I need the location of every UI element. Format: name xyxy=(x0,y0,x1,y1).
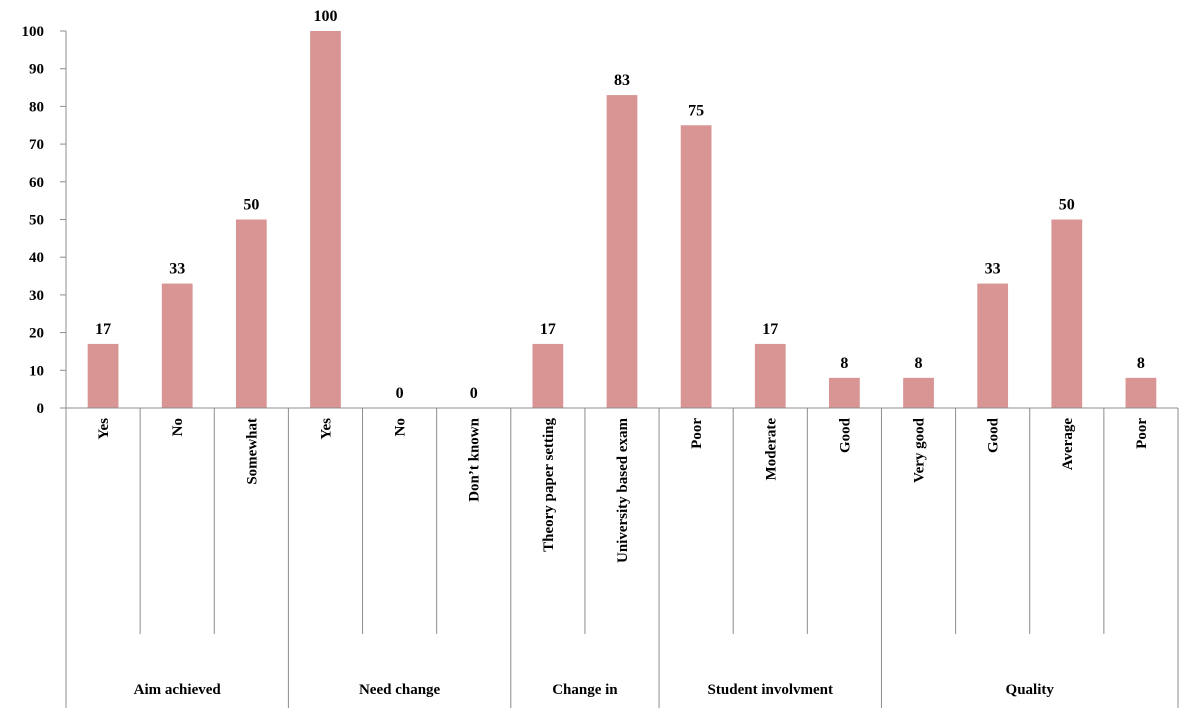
bar xyxy=(161,283,193,408)
category-label: University based exam xyxy=(615,418,631,563)
data-label: 33 xyxy=(985,261,1001,278)
category-label: Don’t known xyxy=(467,417,483,501)
data-label: 50 xyxy=(1059,197,1075,214)
data-label: 0 xyxy=(396,385,404,402)
data-label: 0 xyxy=(470,385,478,402)
bar xyxy=(829,377,860,408)
y-tick-label: 60 xyxy=(29,175,44,191)
data-label: 17 xyxy=(540,321,556,338)
bars xyxy=(87,31,1157,408)
group-label: Need change xyxy=(359,682,441,698)
data-label: 8 xyxy=(915,355,923,372)
category-label: Theory paper setting xyxy=(541,418,557,552)
group-label: Aim achieved xyxy=(134,682,222,698)
data-label: 33 xyxy=(169,261,185,278)
y-tick-label: 50 xyxy=(29,213,44,229)
data-label: 100 xyxy=(313,8,337,25)
category-label: Good xyxy=(986,417,1002,453)
bar xyxy=(606,95,638,408)
y-tick-label: 30 xyxy=(29,288,44,304)
bar xyxy=(310,31,341,408)
bar xyxy=(532,343,564,408)
bar xyxy=(977,283,1009,408)
data-label: 17 xyxy=(95,321,111,338)
bar xyxy=(235,219,267,408)
category-label: Poor xyxy=(689,418,705,449)
y-tick-label: 40 xyxy=(29,250,44,266)
category-label: Yes xyxy=(318,418,334,440)
data-label: 50 xyxy=(243,197,259,214)
bar xyxy=(1051,219,1083,408)
category-label: Poor xyxy=(1134,418,1150,449)
y-tick-label: 90 xyxy=(29,62,44,78)
y-axis: 0 10 20 30 40 50 60 70 80 90 100 xyxy=(22,24,67,417)
category-label: Average xyxy=(1060,418,1076,471)
y-tick-label: 80 xyxy=(29,99,44,115)
y-tick-label: 0 xyxy=(37,401,45,417)
category-label: No xyxy=(393,418,409,436)
group-label: Student involvment xyxy=(708,682,833,698)
y-tick-label: 20 xyxy=(29,326,44,342)
category-label: Moderate xyxy=(763,418,779,481)
y-tick-label: 70 xyxy=(29,137,44,153)
bar xyxy=(87,343,119,408)
bar xyxy=(903,377,934,408)
category-label: Very good xyxy=(912,417,928,483)
y-tick-label: 100 xyxy=(22,24,45,40)
bar xyxy=(680,125,712,408)
y-tick-label: 10 xyxy=(29,363,44,379)
category-label: Somewhat xyxy=(244,418,260,485)
bar xyxy=(754,343,786,408)
category-label: No xyxy=(170,418,186,436)
bar xyxy=(1125,377,1157,408)
group-label: Quality xyxy=(1006,682,1055,698)
x-axis: Yes No Somewhat Yes No Don’t known Theory pape… xyxy=(65,407,1179,708)
group-label: Change in xyxy=(552,682,618,698)
data-label: 75 xyxy=(688,102,704,119)
category-label: Yes xyxy=(96,418,112,440)
data-label: 8 xyxy=(1137,355,1145,372)
data-labels: 17 33 50 100 0 0 17 83 75 17 8 8 33 50 8 xyxy=(95,8,1145,402)
data-label: 83 xyxy=(614,72,630,89)
data-label: 17 xyxy=(762,321,778,338)
category-label: Good xyxy=(837,417,853,453)
data-label: 8 xyxy=(840,355,848,372)
